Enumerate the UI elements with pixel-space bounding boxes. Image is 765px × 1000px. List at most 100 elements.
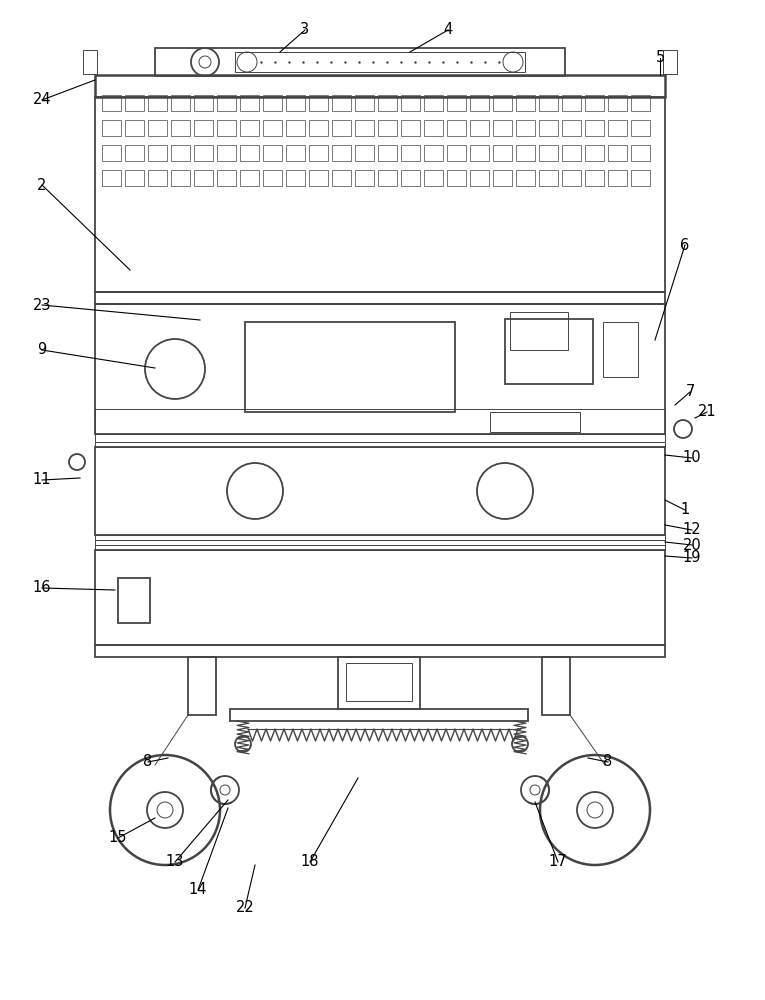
Text: 24: 24 [33,93,51,107]
Bar [95,442,665,447]
Bar [245,322,455,412]
Bar [102,95,121,111]
Bar [240,145,259,161]
Bar [346,663,412,701]
Bar [401,145,420,161]
Bar [263,95,282,111]
Text: 14: 14 [189,882,207,898]
Text: 5: 5 [656,50,665,66]
Bar [217,170,236,186]
Text: 20: 20 [682,538,702,552]
Bar [401,95,420,111]
Bar [83,50,97,74]
Text: 8: 8 [143,754,153,770]
Text: 11: 11 [33,473,51,488]
Bar [516,170,535,186]
Bar [125,95,144,111]
Bar [95,535,665,540]
Bar [603,322,638,377]
Bar [424,145,443,161]
Bar [125,170,144,186]
Bar [95,97,665,292]
Bar [608,95,627,111]
Bar [263,120,282,136]
Bar [355,120,374,136]
Text: 7: 7 [685,384,695,399]
Bar [217,145,236,161]
Text: 6: 6 [680,237,689,252]
Bar [493,120,512,136]
Bar [470,170,489,186]
Bar [148,145,167,161]
Text: 12: 12 [682,522,702,538]
Bar [539,170,558,186]
Bar [401,120,420,136]
Bar [447,120,466,136]
Bar [355,95,374,111]
Bar [171,95,190,111]
Bar [332,170,351,186]
Bar [194,120,213,136]
Bar [309,120,328,136]
Bar [171,145,190,161]
Bar [240,95,259,111]
Bar [95,447,665,535]
Bar [378,170,397,186]
Bar [424,95,443,111]
Bar [539,145,558,161]
Text: 2: 2 [37,178,47,192]
Bar [562,120,581,136]
Bar [286,170,305,186]
Bar [338,657,420,709]
Bar [95,75,665,97]
Bar [470,145,489,161]
Bar [663,50,677,74]
Bar [631,95,650,111]
Bar [286,120,305,136]
Bar [171,120,190,136]
Bar [378,120,397,136]
Bar [95,409,665,434]
Bar [539,120,558,136]
Bar [194,95,213,111]
Bar [235,52,525,72]
Bar [585,145,604,161]
Bar [263,145,282,161]
Text: 15: 15 [109,830,127,846]
Bar [171,170,190,186]
Text: 10: 10 [682,450,702,466]
Bar [562,95,581,111]
Text: 13: 13 [166,854,184,869]
Bar [102,145,121,161]
Bar [516,120,535,136]
Bar [125,145,144,161]
Bar [332,120,351,136]
Bar [332,95,351,111]
Bar [95,540,665,545]
Text: 9: 9 [37,342,47,358]
Bar [447,95,466,111]
Text: 3: 3 [301,22,310,37]
Bar [148,120,167,136]
Bar [585,120,604,136]
Bar [505,319,593,384]
Bar [562,145,581,161]
Bar [95,550,665,645]
Bar [188,657,216,715]
Bar [542,657,570,715]
Bar [309,95,328,111]
Bar [424,170,443,186]
Bar [230,709,528,721]
Bar [470,120,489,136]
Text: 23: 23 [33,298,51,312]
Bar [585,170,604,186]
Bar [562,170,581,186]
Bar [263,170,282,186]
Bar [510,312,568,350]
Bar [355,170,374,186]
Bar [447,145,466,161]
Bar [332,145,351,161]
Bar [309,145,328,161]
Bar [309,170,328,186]
Bar [286,145,305,161]
